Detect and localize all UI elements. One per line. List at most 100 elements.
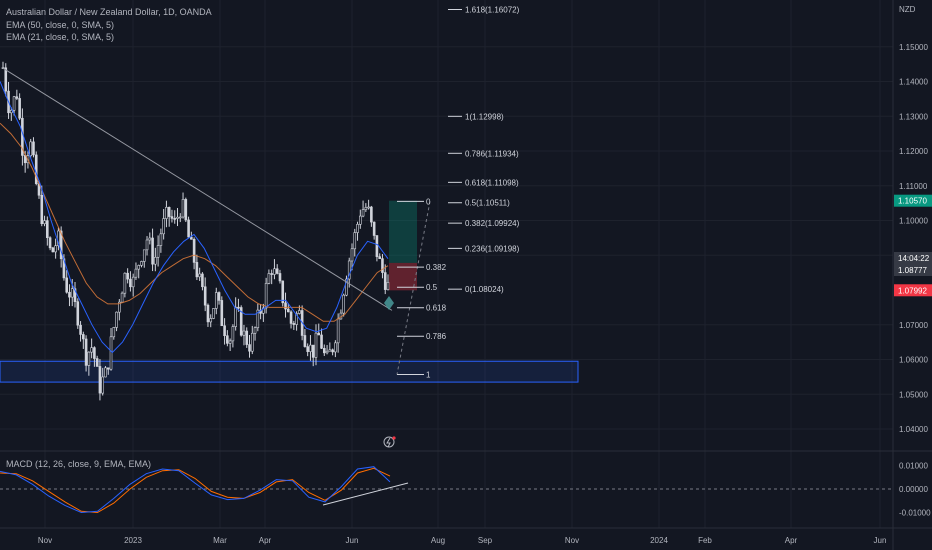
- candle-65: [181, 192, 185, 219]
- candle-body: [306, 346, 309, 352]
- candle-118: [328, 342, 332, 352]
- candle-96: [267, 269, 271, 285]
- candle-body: [162, 218, 165, 235]
- candle-body: [173, 218, 177, 220]
- candle-45: [126, 268, 129, 284]
- candle-61: [170, 209, 174, 223]
- candle-97: [270, 269, 273, 285]
- candle-body: [115, 311, 118, 328]
- candle-12: [34, 151, 38, 186]
- candle-124: [345, 275, 348, 297]
- candle-body: [120, 292, 124, 303]
- fib-ext-label-6: 0.236(1.09198): [465, 244, 520, 253]
- macd-legend[interactable]: MACD (12, 26, close, 9, EMA, EMA): [6, 459, 152, 469]
- candle-87: [242, 324, 246, 346]
- candle-body: [137, 265, 141, 270]
- candle-102: [284, 292, 287, 318]
- candle-6: [18, 93, 21, 121]
- candle-38: [106, 367, 110, 375]
- candle-56: [156, 235, 160, 267]
- candle-125: [347, 257, 351, 288]
- time-tick-2: Mar: [213, 536, 227, 545]
- time-tick-7: Nov: [565, 536, 579, 545]
- candle-3: [10, 107, 13, 121]
- candle-body: [129, 278, 132, 288]
- candle-11: [32, 137, 35, 158]
- candle-120: [334, 340, 337, 358]
- candle-body: [347, 260, 351, 280]
- position-target-zone: [389, 200, 417, 263]
- candle-body: [248, 344, 251, 352]
- candle-35: [98, 359, 102, 401]
- candle-body: [145, 239, 149, 251]
- candle-84: [234, 297, 237, 331]
- candle-body: [286, 308, 290, 313]
- candle-body: [298, 310, 301, 314]
- candle-body: [367, 206, 370, 209]
- candle-36: [101, 367, 105, 396]
- candle-body: [84, 338, 88, 366]
- lightning-icon: [386, 437, 391, 448]
- candle-39: [109, 328, 113, 371]
- candle-94: [262, 303, 265, 322]
- candle-body: [118, 301, 121, 313]
- candle-72: [201, 272, 204, 291]
- candle-body: [98, 366, 102, 394]
- candle-14: [40, 185, 44, 227]
- candle-body: [181, 199, 185, 218]
- candle-body: [68, 291, 71, 298]
- candle-body: [167, 207, 171, 217]
- candle-119: [331, 348, 334, 356]
- candle-110: [306, 343, 309, 357]
- candle-114: [317, 323, 321, 336]
- price-tick-2: 1.13000: [899, 112, 928, 121]
- candle-body: [234, 306, 237, 327]
- ema50-legend[interactable]: EMA (50, close, 0, SMA, 5): [6, 19, 115, 30]
- candle-body: [18, 98, 21, 119]
- candle-body: [32, 141, 35, 156]
- candle-body: [303, 335, 307, 347]
- candle-body: [12, 96, 16, 111]
- candle-body: [214, 292, 218, 309]
- candle-78: [217, 291, 221, 305]
- price-tick-1: 1.14000: [899, 78, 928, 87]
- candle-body: [65, 277, 69, 293]
- symbol-title[interactable]: Australian Dollar / New Zealand Dollar, …: [6, 7, 212, 17]
- candle-body: [372, 221, 376, 236]
- candle-116: [322, 344, 326, 356]
- price-tag-2: 1.08777: [898, 266, 927, 275]
- candle-body: [46, 220, 49, 239]
- retracement-label-4: 0.786: [426, 332, 447, 341]
- candle-body: [281, 280, 285, 304]
- candle-body: [203, 286, 207, 306]
- candle-23: [65, 270, 69, 294]
- candle-130: [361, 200, 365, 218]
- price-tick-8: 1.06000: [899, 356, 928, 365]
- candle-111: [309, 335, 312, 361]
- candle-62: [173, 210, 177, 224]
- candle-body: [311, 344, 315, 358]
- candle-105: [292, 320, 296, 330]
- candle-27: [76, 298, 80, 329]
- candle-80: [223, 318, 226, 345]
- candle-body: [201, 273, 204, 288]
- candle-58: [162, 209, 165, 240]
- retracement-label-3: 0.618: [426, 304, 447, 313]
- candle-body: [106, 367, 110, 370]
- ema50-line: [0, 122, 389, 322]
- ema21-legend[interactable]: EMA (21, close, 0, SMA, 5): [6, 32, 115, 42]
- candle-body: [328, 349, 332, 352]
- candle-body: [322, 348, 326, 354]
- time-tick-3: Apr: [259, 536, 272, 545]
- candle-body: [29, 141, 32, 157]
- candle-body: [317, 332, 321, 336]
- trendline: [1, 67, 393, 311]
- candle-body: [383, 272, 387, 290]
- candle-129: [359, 209, 362, 229]
- price-tick-4: 1.11000: [899, 182, 928, 191]
- candle-31: [87, 351, 91, 376]
- candle-76: [212, 308, 215, 320]
- candle-90: [250, 325, 254, 355]
